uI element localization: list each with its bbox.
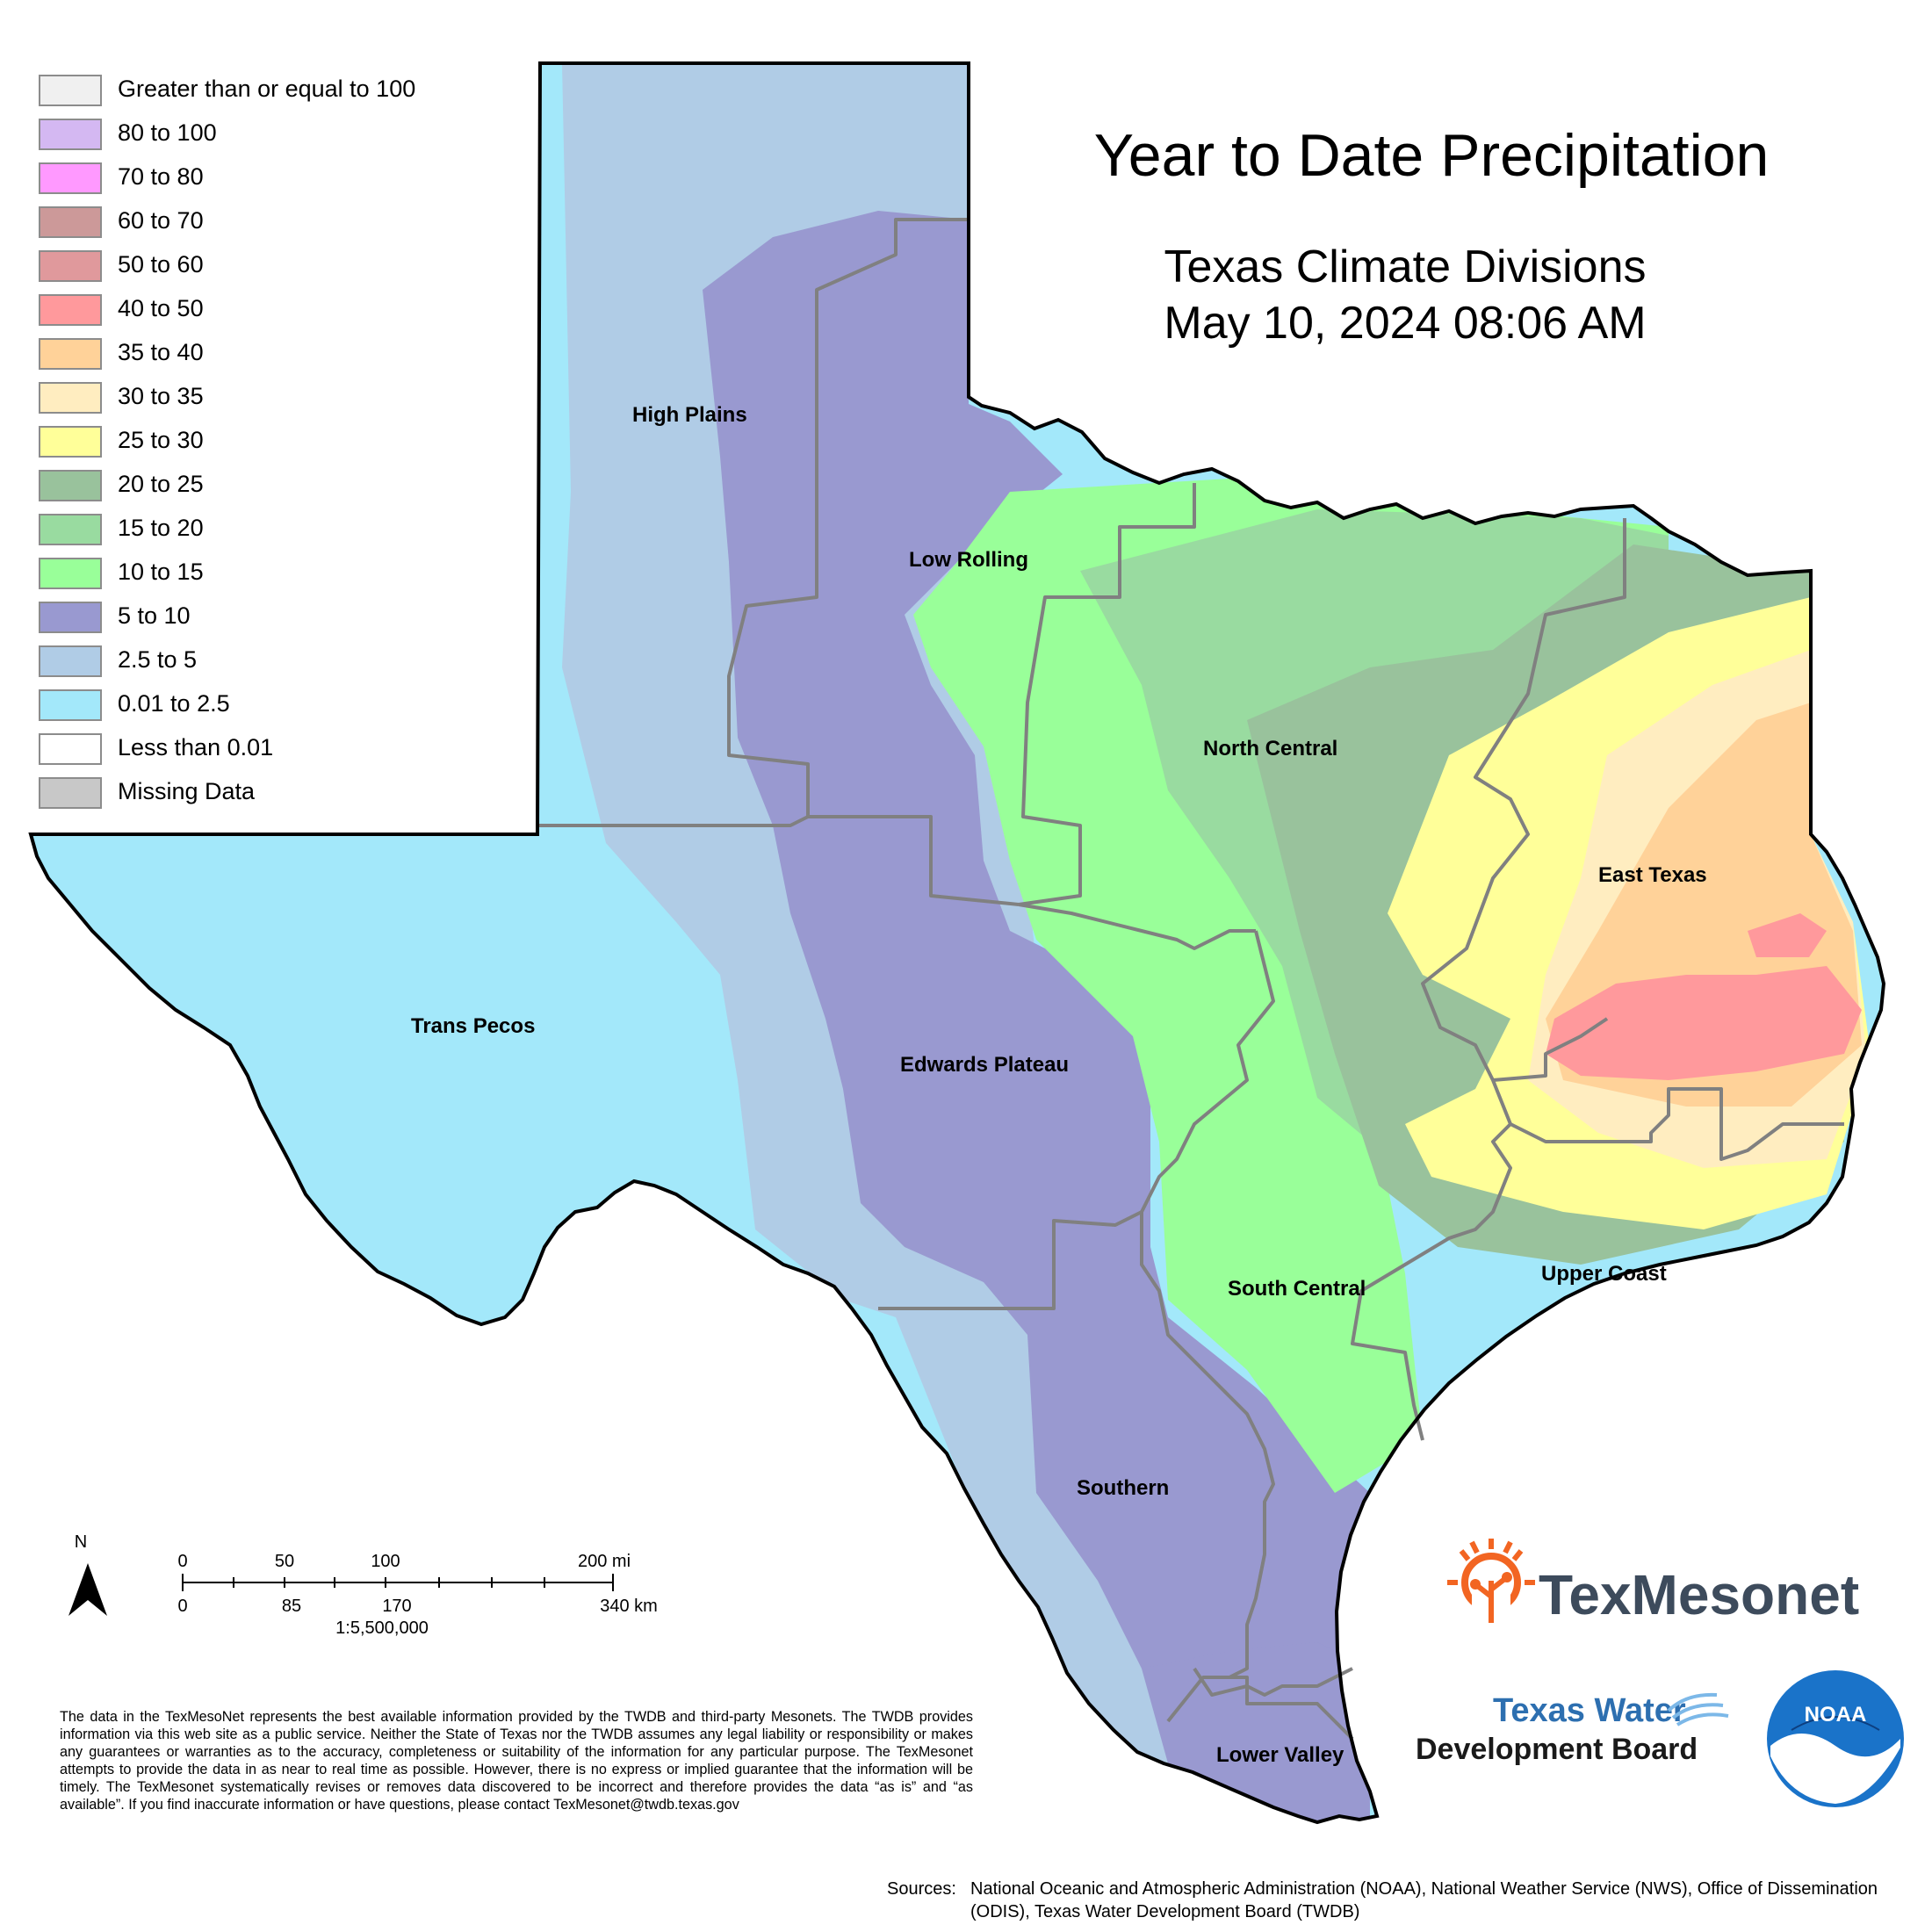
legend-swatch — [39, 382, 102, 414]
scale-km-85: 85 — [282, 1597, 301, 1616]
north-label: N — [75, 1532, 87, 1552]
scale-mi-100: 100 — [371, 1552, 400, 1571]
legend-label: Less than 0.01 — [118, 734, 274, 761]
scale-mi-50: 50 — [275, 1552, 294, 1571]
noaa-logo: NOAA — [1767, 1670, 1904, 1807]
region-label-north-central: North Central — [1203, 737, 1337, 761]
north-arrow-icon — [68, 1563, 107, 1616]
legend-swatch — [39, 294, 102, 326]
legend-label: 15 to 20 — [118, 515, 204, 541]
scale-mi-0: 0 — [177, 1552, 187, 1571]
legend-label: 50 to 60 — [118, 251, 204, 278]
sources-text: National Oceanic and Atmospheric Adminis… — [970, 1879, 1878, 1921]
legend-label: 35 to 40 — [118, 339, 204, 365]
sun-icon — [1447, 1539, 1535, 1626]
legend-label: 5 to 10 — [118, 602, 191, 629]
legend-label: 10 to 15 — [118, 559, 204, 585]
legend-swatch — [39, 470, 102, 501]
scale-km-0: 0 — [177, 1597, 187, 1616]
region-label-east-texas: East Texas — [1598, 863, 1707, 887]
scale-km-340: 340 km — [600, 1597, 658, 1616]
twdb-logo-line-1: Texas Water — [1493, 1692, 1686, 1729]
noaa-bird-icon — [1770, 1734, 1900, 1804]
noaa-logo-text: NOAA — [1805, 1703, 1867, 1727]
legend-swatch — [39, 338, 102, 370]
region-label-upper-coast: Upper Coast — [1541, 1262, 1667, 1286]
legend-swatch — [39, 119, 102, 150]
scale-bar: N 0 50 100 200 mi 0 85 170 340 km 1:5,50… — [68, 1532, 658, 1638]
scale-mi-200: 200 mi — [578, 1552, 631, 1571]
legend-swatch — [39, 558, 102, 589]
disclaimer-text: The data in the TexMesoNet represents th… — [60, 1709, 973, 1813]
twdb-logo: Texas Water Development Board — [1416, 1692, 1729, 1766]
sources: Sources: National Oceanic and Atmospheri… — [887, 1878, 1888, 1923]
region-label-high-plains: High Plains — [632, 403, 747, 427]
legend-swatch — [39, 777, 102, 809]
region-label-edwards-plateau: Edwards Plateau — [900, 1053, 1069, 1077]
legend-label: 25 to 30 — [118, 427, 204, 453]
legend-label: Missing Data — [118, 778, 256, 804]
legend-swatch — [39, 426, 102, 458]
texmesonet-logo-text: TexMesonet — [1539, 1563, 1859, 1626]
sources-label: Sources: — [887, 1879, 956, 1899]
legend-label: 30 to 35 — [118, 383, 204, 409]
scale-km-170: 170 — [382, 1597, 411, 1616]
region-label-lower-valley: Lower Valley — [1216, 1743, 1344, 1767]
water-waves-icon — [1667, 1692, 1729, 1727]
subtitle-line-2: May 10, 2024 08:06 AM — [1164, 298, 1647, 349]
region-label-low-rolling: Low Rolling — [909, 548, 1028, 572]
legend-label: 20 to 25 — [118, 471, 204, 497]
legend-label: 2.5 to 5 — [118, 646, 198, 673]
legend-swatch — [39, 162, 102, 194]
legend-label: Greater than or equal to 100 — [118, 76, 416, 102]
region-label-south-central: South Central — [1228, 1277, 1366, 1301]
legend-swatch — [39, 689, 102, 721]
legend-swatch — [39, 250, 102, 282]
legend-label: 80 to 100 — [118, 119, 217, 146]
legend-swatch — [39, 514, 102, 545]
legend-label: 60 to 70 — [118, 207, 204, 234]
legend-swatch — [39, 75, 102, 106]
legend-label: 0.01 to 2.5 — [118, 690, 230, 717]
legend-label: 70 to 80 — [118, 163, 204, 190]
subtitle-line-1: Texas Climate Divisions — [1164, 242, 1647, 292]
legend-swatch — [39, 733, 102, 765]
map-title: Year to Date Precipitation — [1093, 122, 1770, 189]
twdb-logo-line-2: Development Board — [1416, 1733, 1698, 1766]
legend-label: 40 to 50 — [118, 295, 204, 321]
legend-swatch — [39, 645, 102, 677]
map-subtitle: Texas Climate Divisions May 10, 2024 08:… — [966, 239, 1932, 351]
region-label-southern: Southern — [1077, 1476, 1169, 1500]
region-label-trans-pecos: Trans Pecos — [411, 1014, 535, 1038]
legend-swatch — [39, 206, 102, 238]
legend-swatch — [39, 602, 102, 633]
texmesonet-logo: TexMesonet — [1447, 1539, 1859, 1626]
scale-ratio: 1:5,500,000 — [335, 1618, 429, 1638]
